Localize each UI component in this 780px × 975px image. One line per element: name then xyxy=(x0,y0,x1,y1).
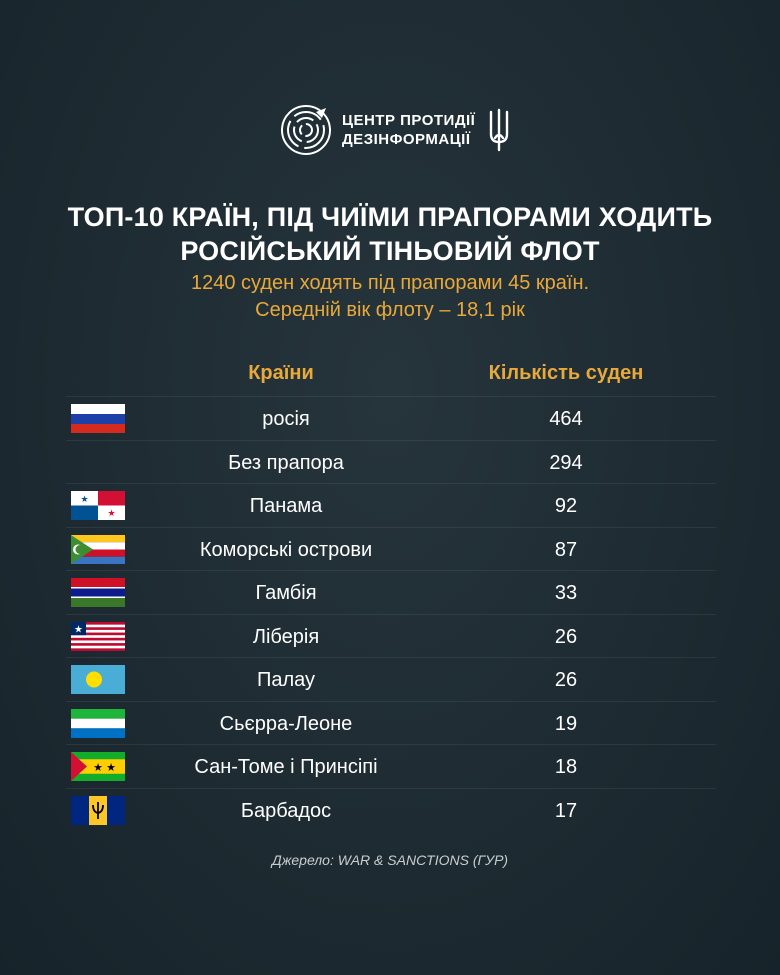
palau-flag-icon xyxy=(71,665,125,694)
table-row: росія 464 xyxy=(66,396,716,440)
table-row: Коморські острови 87 xyxy=(66,526,716,571)
org-logo: ЦЕНТР ПРОТИДІЇ ДЕЗІНФОРМАЦІЇ xyxy=(280,102,511,158)
trident-icon xyxy=(490,108,509,152)
table-row: Палау 26 xyxy=(66,657,716,701)
maze-globe-icon xyxy=(281,105,331,155)
svg-text:★: ★ xyxy=(107,508,115,518)
svg-text:★: ★ xyxy=(74,624,83,635)
column-header-count: Кількість суден xyxy=(488,362,644,384)
vessel-count-cell: 19 xyxy=(554,712,578,735)
vessel-count-cell: 26 xyxy=(554,669,578,691)
barbados-flag-icon xyxy=(71,795,125,825)
table-row: Сьєрра-Леоне 19 xyxy=(66,700,716,745)
table-row: Барбадос 17 xyxy=(66,787,716,832)
sao-tome-flag-icon: ★ ★ xyxy=(71,752,125,781)
country-cell: росія xyxy=(262,408,310,430)
table-row: ★ ★ Сан-Томе і Принсіпі 18 xyxy=(66,744,716,788)
org-name-line2: ДЕЗІНФОРМАЦІЇ xyxy=(342,131,471,148)
fleet-table: Країни Кількість суден росія 464 Без прапо… xyxy=(66,352,716,831)
svg-text:★: ★ xyxy=(93,762,103,774)
source-note: Джерело: WAR & SANCTIONS (ГУР) xyxy=(271,852,509,868)
country-cell: Гамбія xyxy=(255,582,317,604)
table-header: Країни Кількість суден xyxy=(66,352,716,396)
country-cell: Сан-Томе і Принсіпі xyxy=(194,756,378,778)
vessel-count-cell: 294 xyxy=(549,451,583,474)
title-line2: РОСІЙСЬКИЙ ТІНЬОВИЙ ФЛОТ xyxy=(180,236,600,266)
vessel-count-cell: 87 xyxy=(554,538,578,561)
column-header-country: Країни xyxy=(248,362,314,384)
russia-flag-icon xyxy=(71,404,125,433)
table-row: ★ Ліберія 26 xyxy=(66,613,716,658)
subtitle-line2: Середній вік флоту – 18,1 рік xyxy=(255,299,525,321)
table-row: Гамбія 33 xyxy=(66,570,716,614)
liberia-flag-icon: ★ xyxy=(71,621,125,651)
table-body: росія 464 Без прапора 294 ★ ★ Панама 92 Коморськ… xyxy=(66,396,716,831)
svg-text:★: ★ xyxy=(80,494,88,504)
vessel-count-cell: 17 xyxy=(554,799,578,822)
comoros-flag-icon xyxy=(71,534,125,564)
svg-text:★: ★ xyxy=(106,762,116,774)
org-name: ЦЕНТР ПРОТИДІЇ ДЕЗІНФОРМАЦІЇ xyxy=(342,111,475,149)
title-line1: ТОП-10 КРАЇН, ПІД ЧИЇМИ ПРАПОРАМИ ХОДИТЬ xyxy=(67,202,713,232)
vessel-count-cell: 464 xyxy=(549,408,583,430)
country-cell: Ліберія xyxy=(252,625,320,648)
table-row: ★ ★ Панама 92 xyxy=(66,483,716,527)
page-title: ТОП-10 КРАЇН, ПІД ЧИЇМИ ПРАПОРАМИ ХОДИТЬ… xyxy=(0,200,780,268)
country-cell: Панама xyxy=(249,495,323,517)
vessel-count-cell: 92 xyxy=(554,495,578,517)
subtitle-line1: 1240 суден ходять під прапорами 45 країн… xyxy=(190,272,590,294)
page-subtitle: 1240 суден ходять під прапорами 45 країн… xyxy=(0,270,780,324)
sierra-leone-flag-icon xyxy=(71,708,125,738)
country-cell: Палау xyxy=(256,669,316,691)
org-name-line1: ЦЕНТР ПРОТИДІЇ xyxy=(342,112,476,129)
vessel-count-cell: 33 xyxy=(554,582,578,604)
panama-flag-icon: ★★ xyxy=(71,491,125,520)
country-cell: Барбадос xyxy=(240,799,332,822)
country-cell: Сьєрра-Леоне xyxy=(219,712,353,735)
vessel-count-cell: 18 xyxy=(554,756,578,778)
gambia-flag-icon xyxy=(71,578,125,607)
vessel-count-cell: 26 xyxy=(554,625,578,648)
table-row: Без прапора 294 xyxy=(66,439,716,484)
country-cell: Без прапора xyxy=(228,451,344,474)
country-cell: Коморські острови xyxy=(199,538,373,561)
